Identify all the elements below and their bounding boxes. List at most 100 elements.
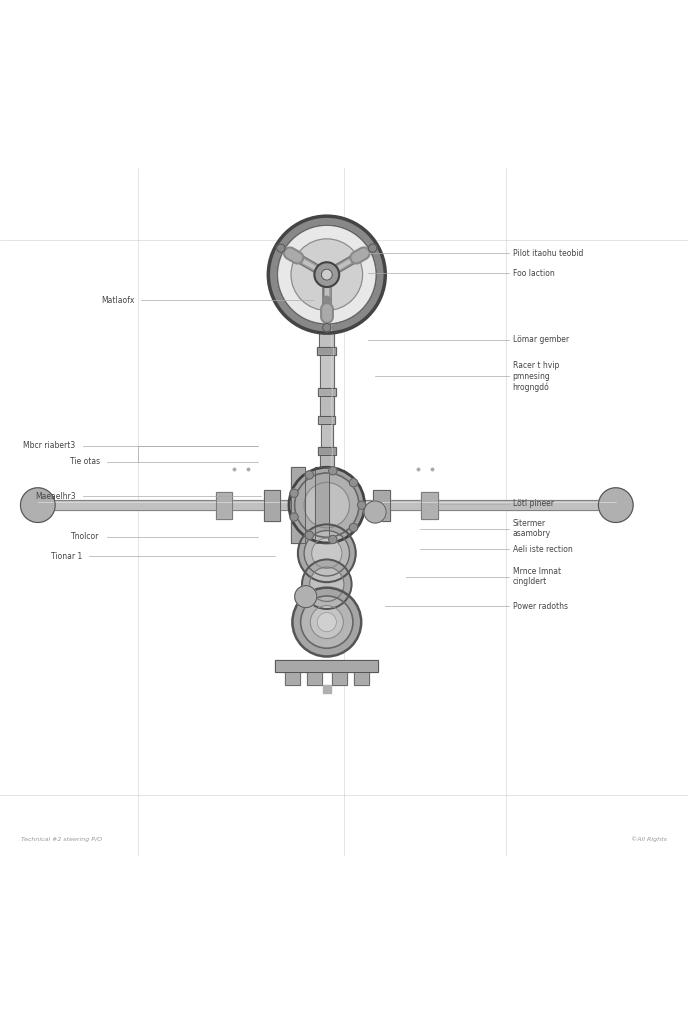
- Text: Foo laction: Foo laction: [513, 268, 555, 278]
- Circle shape: [329, 467, 337, 475]
- Bar: [290, 467, 305, 543]
- Bar: [319, 321, 334, 347]
- Circle shape: [21, 487, 55, 522]
- Bar: [318, 446, 336, 455]
- Bar: [317, 524, 336, 543]
- Bar: [318, 416, 335, 424]
- Bar: [38, 501, 293, 510]
- Text: Mbcr riabert3: Mbcr riabert3: [23, 441, 76, 451]
- Text: Racer t hvip
pmnesing
hrogngdó: Racer t hvip pmnesing hrogngdó: [513, 361, 559, 391]
- Text: Lötl pineer: Lötl pineer: [513, 500, 554, 508]
- Bar: [361, 501, 616, 510]
- Text: Technical #2 steering P/O: Technical #2 steering P/O: [21, 838, 102, 842]
- Bar: [316, 312, 337, 321]
- Bar: [320, 455, 334, 467]
- Bar: [264, 489, 280, 520]
- Circle shape: [290, 489, 298, 498]
- Bar: [373, 489, 389, 520]
- Circle shape: [277, 225, 376, 325]
- Bar: [421, 492, 438, 518]
- Circle shape: [323, 296, 330, 303]
- Bar: [316, 312, 337, 321]
- Bar: [317, 559, 336, 583]
- Bar: [354, 673, 369, 685]
- Bar: [307, 673, 322, 685]
- Text: Tie otas: Tie otas: [69, 458, 100, 466]
- Bar: [215, 492, 232, 518]
- Text: Tionar 1: Tionar 1: [52, 552, 83, 560]
- Bar: [318, 388, 336, 396]
- Circle shape: [314, 262, 339, 287]
- Circle shape: [317, 612, 336, 632]
- Bar: [314, 467, 329, 543]
- Bar: [320, 396, 334, 416]
- Circle shape: [310, 605, 343, 639]
- Circle shape: [312, 539, 342, 568]
- Circle shape: [350, 478, 358, 486]
- Circle shape: [314, 297, 339, 322]
- Text: Aeli iste rection: Aeli iste rection: [513, 545, 572, 554]
- Bar: [275, 659, 378, 673]
- Circle shape: [294, 586, 316, 607]
- Circle shape: [291, 239, 363, 310]
- Bar: [421, 492, 438, 518]
- Bar: [354, 673, 369, 685]
- Text: Sitermer
asamobry: Sitermer asamobry: [513, 519, 550, 539]
- Circle shape: [310, 567, 344, 601]
- Text: Mrnce lmnat
cingldert: Mrnce lmnat cingldert: [513, 567, 561, 587]
- Bar: [318, 416, 335, 424]
- Bar: [332, 673, 347, 685]
- Circle shape: [305, 531, 314, 540]
- Circle shape: [358, 501, 366, 509]
- Bar: [318, 388, 336, 396]
- Text: Pilot itaohu teobid: Pilot itaohu teobid: [513, 249, 583, 258]
- Text: Power radoths: Power radoths: [513, 602, 568, 610]
- Circle shape: [369, 244, 377, 252]
- Bar: [319, 321, 334, 347]
- Bar: [264, 489, 280, 520]
- Bar: [320, 355, 334, 388]
- Bar: [332, 673, 347, 685]
- Text: Maeaelhr3: Maeaelhr3: [35, 492, 76, 501]
- Bar: [285, 673, 300, 685]
- Bar: [215, 492, 232, 518]
- Bar: [321, 424, 333, 446]
- Bar: [323, 685, 331, 693]
- Bar: [290, 467, 305, 543]
- Circle shape: [298, 524, 356, 583]
- Bar: [320, 455, 334, 467]
- Circle shape: [294, 473, 359, 538]
- Bar: [320, 396, 334, 416]
- Circle shape: [599, 487, 633, 522]
- Text: Tnolcor: Tnolcor: [72, 532, 100, 542]
- Bar: [307, 673, 322, 685]
- Bar: [285, 673, 300, 685]
- Text: Matlaofx: Matlaofx: [100, 296, 134, 304]
- Circle shape: [268, 216, 385, 333]
- Circle shape: [321, 269, 332, 281]
- Circle shape: [305, 471, 314, 479]
- Circle shape: [350, 523, 358, 531]
- Bar: [321, 424, 333, 446]
- Bar: [320, 355, 334, 388]
- Circle shape: [289, 467, 365, 543]
- Bar: [373, 489, 389, 520]
- Bar: [361, 501, 616, 510]
- Circle shape: [301, 596, 353, 648]
- Circle shape: [329, 536, 337, 544]
- Circle shape: [323, 324, 331, 332]
- Bar: [38, 501, 293, 510]
- Bar: [275, 659, 378, 673]
- Bar: [317, 347, 336, 355]
- Bar: [317, 588, 336, 609]
- Circle shape: [364, 501, 386, 523]
- Circle shape: [290, 513, 298, 521]
- Circle shape: [304, 530, 350, 575]
- Circle shape: [317, 299, 336, 318]
- Circle shape: [292, 588, 361, 656]
- Text: ©All Rights: ©All Rights: [632, 837, 667, 842]
- Bar: [314, 467, 329, 543]
- Bar: [318, 446, 336, 455]
- Circle shape: [277, 244, 285, 252]
- Text: Lömar gember: Lömar gember: [513, 336, 569, 344]
